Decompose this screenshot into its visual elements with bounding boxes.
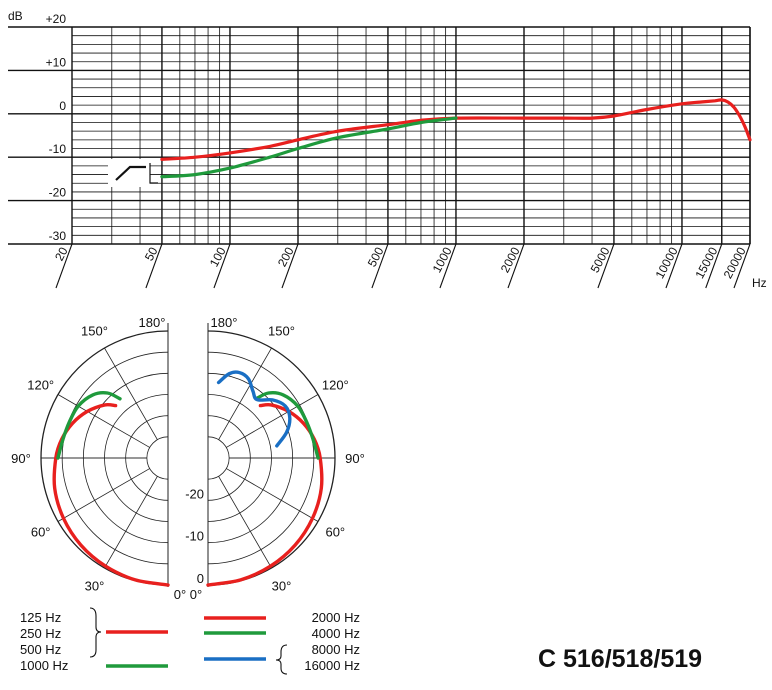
- x-tick-mark: [213, 243, 231, 289]
- x-tick-label: 1000: [430, 245, 455, 275]
- legend-label: 16000 Hz: [304, 658, 360, 673]
- y-tick-label: -30: [49, 229, 67, 243]
- x-tick-label: 100: [207, 245, 229, 270]
- legend-entry: 125 Hz 250 Hz 500 Hz: [20, 607, 168, 658]
- y-tick-labels: +20 +10 0 -10 -20 -30: [46, 12, 67, 243]
- x-tick-label: 2000: [498, 245, 523, 275]
- polar-angle-label: 180°: [211, 315, 238, 330]
- polar-angle-label: 30°: [85, 578, 105, 593]
- polar-angle-label: 120°: [322, 378, 349, 393]
- y-tick-label: 0: [59, 99, 66, 113]
- y-tick-label: -20: [49, 186, 67, 200]
- y-tick-label: +10: [46, 55, 67, 69]
- polar-curve: [56, 390, 122, 460]
- legend: 125 Hz 250 Hz 500 Hz 1000 Hz 2000 Hz 400…: [20, 607, 360, 675]
- polar-curve: [254, 390, 320, 460]
- x-tick-labels: 20 50 100 200 500 1000 2000 5000 10000 15000 20000: [52, 243, 751, 289]
- frequency-grid: [8, 26, 751, 245]
- polar-angle-labels: 180° 180° 150° 150° 120° 120° 90° 90° 60° 60° 30° 3…: [11, 315, 365, 602]
- frequency-response-chart: +20 +10 0 -10 -20 -30 20 50 100 200 500 1000 2000 50…: [8, 9, 767, 290]
- polar-angle-label: 180°: [139, 315, 166, 330]
- polar-angle-label: 0°: [174, 587, 186, 602]
- x-tick-label: 50: [142, 245, 161, 264]
- legend-entry: 2000 Hz: [204, 610, 360, 625]
- x-tick-mark: [55, 243, 73, 289]
- legend-label: 8000 Hz: [312, 642, 360, 657]
- response-curve: [160, 98, 752, 161]
- x-tick-mark: [665, 243, 683, 289]
- x-tick-label: 500: [365, 245, 387, 270]
- polar-curve: [216, 370, 292, 448]
- response-curve: [160, 116, 458, 179]
- legend-brace: [275, 644, 288, 675]
- polar-pattern-chart: 180° 180° 150° 150° 120° 120° 90° 90° 60° 60° 30° 3…: [11, 315, 365, 602]
- legend-label: 250 Hz: [20, 626, 61, 641]
- polar-spoke: [104, 476, 158, 569]
- polar-angle-label: 60°: [31, 525, 51, 540]
- polar-spoke: [226, 394, 319, 448]
- polar-angle-label: 30°: [272, 578, 292, 593]
- polar-ring: [207, 436, 230, 480]
- polar-ring: [146, 436, 169, 480]
- polar-level-label: -20: [185, 486, 204, 501]
- x-tick-mark: [597, 243, 615, 289]
- y-tick-label: -10: [49, 142, 67, 156]
- legend-label: 2000 Hz: [312, 610, 360, 625]
- polar-curve: [52, 402, 170, 587]
- x-tick-label: 15000: [692, 245, 720, 281]
- polar-spoke: [104, 347, 158, 440]
- y-tick-label: +20: [46, 12, 67, 26]
- polar-curves: [52, 370, 324, 587]
- x-tick-mark: [145, 243, 163, 289]
- legend-label: 500 Hz: [20, 642, 61, 657]
- polar-spoke: [218, 476, 272, 569]
- legend-label: 1000 Hz: [20, 658, 68, 673]
- polar-spoke: [218, 347, 272, 440]
- x-tick-label: 10000: [653, 245, 681, 281]
- polar-spoke: [57, 468, 150, 522]
- polar-spoke: [57, 394, 150, 448]
- legend-brace: [89, 607, 102, 658]
- polar-angle-label: 60°: [325, 525, 345, 540]
- polar-angle-label: 90°: [345, 451, 365, 466]
- x-tick-label: 5000: [588, 245, 613, 275]
- polar-level-labels: -20 -10 0: [185, 486, 204, 586]
- y-unit-label: dB: [8, 9, 23, 23]
- x-tick-mark: [705, 243, 723, 289]
- low-cut-switch-icon: [108, 159, 158, 187]
- x-unit-label: Hz: [752, 276, 767, 290]
- x-tick-mark: [507, 243, 525, 289]
- x-tick-label: 20000: [721, 245, 749, 281]
- legend-entry: 1000 Hz: [20, 658, 168, 673]
- polar-spoke: [226, 468, 319, 522]
- polar-angle-label: 120°: [27, 378, 54, 393]
- polar-grid: [40, 323, 336, 587]
- legend-label: 125 Hz: [20, 610, 61, 625]
- x-tick-mark: [439, 243, 457, 289]
- polar-curve: [206, 402, 324, 587]
- legend-entry: 4000 Hz: [204, 626, 360, 641]
- model-name: C 516/518/519: [538, 645, 702, 673]
- x-tick-label: 200: [275, 245, 297, 270]
- legend-entry: 8000 Hz 16000 Hz: [204, 642, 360, 675]
- frequency-curves: [160, 98, 752, 179]
- polar-angle-label: 150°: [268, 324, 295, 339]
- polar-level-label: -10: [185, 529, 204, 544]
- x-tick-mark: [733, 243, 751, 289]
- x-tick-label: 20: [52, 245, 71, 264]
- polar-angle-label: 150°: [81, 324, 108, 339]
- polar-level-label: 0: [197, 571, 204, 586]
- x-tick-mark: [281, 243, 299, 289]
- polar-angle-label: 90°: [11, 451, 31, 466]
- polar-angle-label: 0°: [190, 587, 202, 602]
- x-tick-mark: [371, 243, 389, 289]
- legend-label: 4000 Hz: [312, 626, 360, 641]
